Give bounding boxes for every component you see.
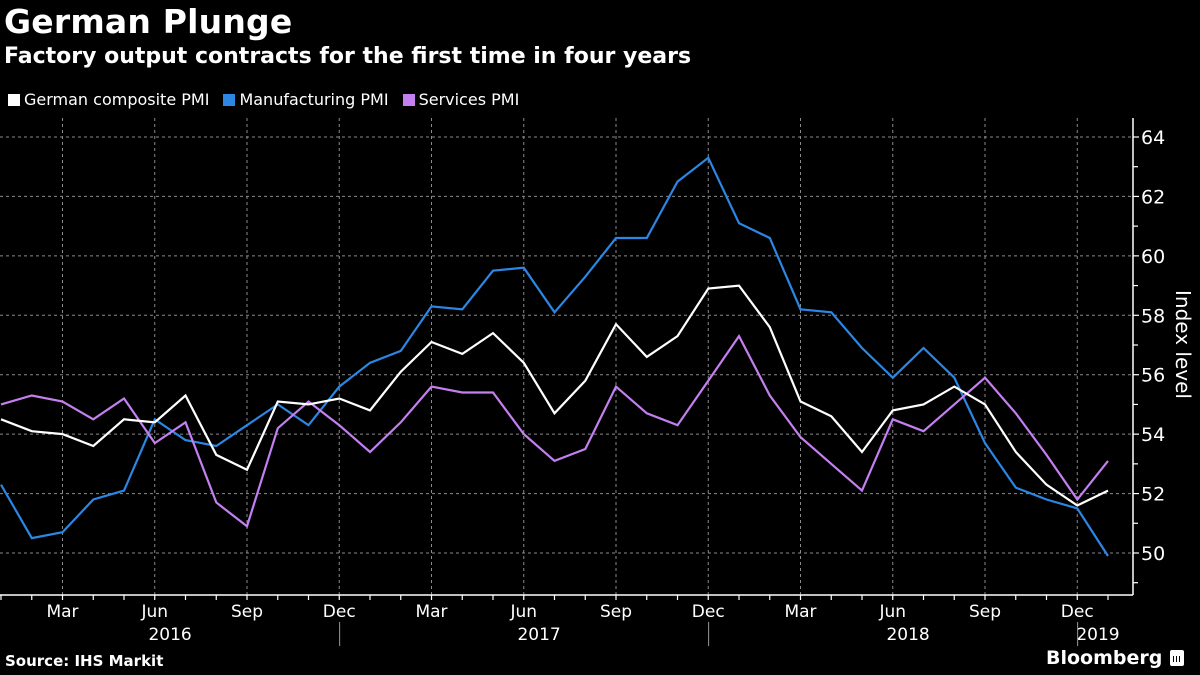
y-tick-label: 54 [1141, 424, 1165, 446]
x-tick-label: Dec [323, 602, 356, 622]
x-tick-label: Sep [600, 602, 632, 622]
y-axis-label: Index level [1171, 290, 1195, 399]
legend-label-manufacturing: Manufacturing PMI [239, 90, 389, 109]
y-tick-label: 50 [1141, 543, 1165, 565]
bloomberg-chart-icon [1170, 650, 1185, 666]
brand-name: Bloomberg [1046, 647, 1163, 669]
y-tick-label: 58 [1141, 305, 1165, 327]
legend-swatch-composite [8, 93, 20, 106]
y-tick-label: 52 [1141, 484, 1165, 506]
series-line-composite [0, 284, 1109, 507]
legend-item-services: Services PMI [402, 90, 520, 109]
source-note: Source: IHS Markit [5, 652, 164, 670]
x-tick-label: Mar [784, 602, 816, 622]
x-tick-label: Jun [509, 602, 537, 622]
chart-title: German Plunge [4, 2, 293, 41]
x-year-label: 2016 [148, 625, 191, 645]
legend-swatch-manufacturing [223, 93, 236, 106]
x-year-label: 2017 [517, 625, 560, 645]
x-tick-label: Dec [1061, 602, 1094, 622]
legend-label-composite: German composite PMI [24, 90, 210, 109]
chart-subtitle: Factory output contracts for the first t… [4, 44, 692, 69]
x-tick-label: Mar [46, 602, 78, 622]
x-tick-label: Sep [231, 602, 263, 622]
x-year-label: 2019 [1076, 625, 1119, 645]
bloomberg-logo: Bloomberg [1046, 647, 1185, 669]
series-line-manufacturing [0, 156, 1109, 557]
x-tick-label: Sep [969, 602, 1001, 622]
x-tick-label: Jun [878, 602, 906, 622]
x-tick-label: Jun [140, 602, 168, 622]
legend-item-manufacturing: Manufacturing PMI [223, 90, 389, 109]
legend-item-composite: German composite PMI [8, 90, 209, 109]
legend: German composite PMI Manufacturing PMI S… [8, 90, 519, 109]
x-tick-label: Dec [692, 602, 725, 622]
legend-swatch-services [402, 93, 415, 106]
y-tick-label: 64 [1141, 127, 1165, 149]
y-tick-label: 56 [1141, 365, 1165, 387]
x-year-label: 2018 [886, 625, 929, 645]
series-line-services [0, 333, 1109, 529]
x-tick-label: Mar [415, 602, 447, 622]
y-tick-label: 60 [1141, 246, 1165, 268]
legend-label-services: Services PMI [418, 90, 520, 109]
y-tick-label: 62 [1141, 186, 1165, 208]
